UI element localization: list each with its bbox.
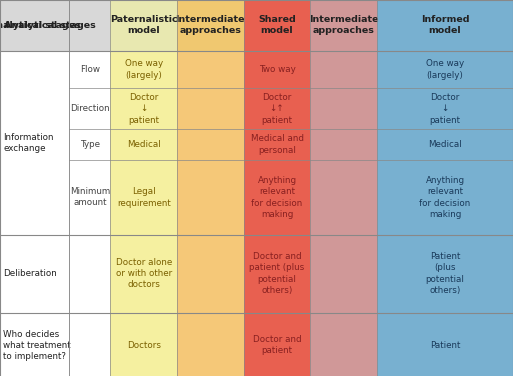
Text: Anything
relevant
for decision
making: Anything relevant for decision making <box>420 176 470 219</box>
Bar <box>0 51 110 376</box>
Text: Doctor and
patient (plus
potential
others): Doctor and patient (plus potential other… <box>249 252 305 295</box>
Bar <box>310 51 377 376</box>
Text: Informed
model: Informed model <box>421 15 469 35</box>
Text: Intermediate
approaches: Intermediate approaches <box>309 15 379 35</box>
Text: Patient: Patient <box>430 341 460 350</box>
Text: Analytical stages: Analytical stages <box>0 21 81 30</box>
Text: Two way: Two way <box>259 65 295 74</box>
Text: Doctor
↓
patient: Doctor ↓ patient <box>128 92 159 124</box>
Text: Medical: Medical <box>127 140 161 149</box>
Text: Doctor
↓↑
patient: Doctor ↓↑ patient <box>262 92 292 124</box>
Text: Anything
relevant
for decision
making: Anything relevant for decision making <box>251 176 303 219</box>
Text: Doctors: Doctors <box>127 341 161 350</box>
Text: Paternalistic
model: Paternalistic model <box>110 15 177 35</box>
Bar <box>110 0 177 51</box>
Bar <box>310 0 377 51</box>
Bar <box>0 0 69 51</box>
Text: Intermediate
approaches: Intermediate approaches <box>175 15 245 35</box>
Text: Direction: Direction <box>70 104 110 113</box>
Bar <box>244 51 310 376</box>
Text: Medical: Medical <box>428 140 462 149</box>
Bar <box>69 0 110 51</box>
Bar <box>177 0 244 51</box>
Text: Doctor and
patient: Doctor and patient <box>253 335 301 355</box>
Text: Type: Type <box>80 140 100 149</box>
Text: Analytical stages: Analytical stages <box>4 21 96 30</box>
Text: Flow: Flow <box>80 65 100 74</box>
Text: Doctor
↓
patient: Doctor ↓ patient <box>429 92 461 124</box>
Bar <box>377 51 513 376</box>
Text: Patient
(plus
potential
others): Patient (plus potential others) <box>426 252 464 295</box>
Text: Information
exchange: Information exchange <box>3 133 53 153</box>
Text: Who decides
what treatment
to implement?: Who decides what treatment to implement? <box>3 329 71 361</box>
Text: Shared
model: Shared model <box>258 15 296 35</box>
Text: Doctor alone
or with other
doctors: Doctor alone or with other doctors <box>115 258 172 290</box>
Text: One way
(largely): One way (largely) <box>125 59 163 80</box>
Text: One way
(largely): One way (largely) <box>426 59 464 80</box>
Text: Minimum
amount: Minimum amount <box>70 187 110 208</box>
Bar <box>244 0 310 51</box>
Bar <box>177 51 244 376</box>
Text: Legal
requirement: Legal requirement <box>117 187 170 208</box>
Bar <box>110 51 177 376</box>
Text: Deliberation: Deliberation <box>3 269 57 278</box>
Text: Medical and
personal: Medical and personal <box>250 134 304 155</box>
Bar <box>377 0 513 51</box>
